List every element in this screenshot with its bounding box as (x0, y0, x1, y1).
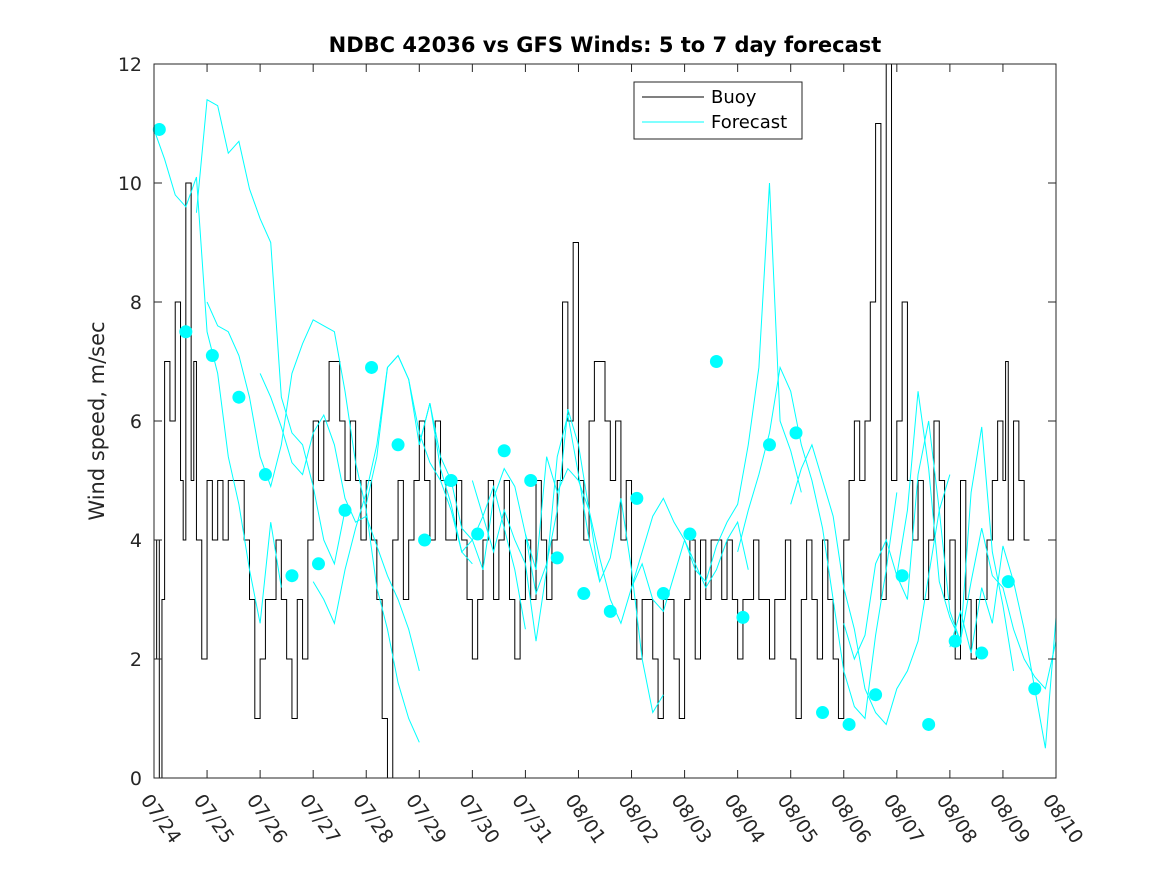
y-tick-label: 8 (130, 292, 142, 314)
y-tick-label: 2 (130, 649, 142, 671)
forecast-line (153, 129, 282, 624)
forecast-marker (577, 587, 591, 601)
y-tick-label: 12 (118, 54, 142, 76)
forecast-marker (789, 426, 803, 440)
forecast-marker (895, 569, 909, 583)
legend-box (633, 81, 803, 140)
forecast-marker (842, 717, 856, 731)
forecast-marker (816, 706, 830, 720)
y-axis: 0 2 4 6 8 10 12 (118, 54, 1056, 790)
forecast-marker (205, 349, 219, 363)
forecast-marker (497, 444, 511, 458)
forecast-marker (1028, 682, 1042, 696)
forecast-line (365, 354, 526, 630)
y-axis-label: Wind speed, m/sec (85, 321, 109, 520)
forecast-marker (285, 569, 299, 583)
chart-title: NDBC 42036 vs GFS Winds: 5 to 7 day fore… (329, 33, 882, 57)
forecast-marker (709, 355, 723, 368)
forecast-markers (152, 122, 1042, 731)
forecast-marker (922, 717, 936, 731)
forecast-line (195, 98, 346, 566)
forecast-line (790, 443, 951, 726)
forecast-marker (418, 533, 432, 547)
y-tick-label: 6 (130, 411, 142, 433)
forecast-marker (630, 491, 644, 505)
forecast-marker (179, 325, 193, 339)
forecast-marker (948, 634, 962, 648)
forecast-line (524, 456, 749, 625)
forecast-marker (338, 503, 352, 517)
forecast-marker (869, 688, 883, 702)
forecast-marker (683, 527, 697, 541)
y-tick-label: 10 (118, 173, 142, 195)
legend: Buoy Forecast (633, 81, 803, 140)
forecast-marker (1001, 575, 1015, 589)
legend-buoy-label: Buoy (711, 87, 757, 108)
forecast-marker (550, 551, 564, 565)
forecast-series (153, 98, 1057, 749)
forecast-marker (471, 527, 485, 541)
forecast-marker (736, 610, 750, 624)
y-tick-label: 4 (130, 530, 142, 552)
forecast-marker (656, 587, 670, 601)
legend-forecast-label: Forecast (711, 112, 787, 133)
forecast-line (843, 420, 1015, 671)
forecast-line (737, 365, 898, 720)
forecast-marker (762, 438, 776, 452)
forecast-marker (603, 604, 617, 618)
forecast-marker (232, 390, 246, 404)
forecast-line (259, 373, 420, 672)
forecast-line (896, 391, 1057, 690)
forecast-line (471, 414, 664, 714)
forecast-marker (391, 438, 405, 452)
forecast-line (631, 182, 802, 613)
plot-area (152, 63, 1057, 779)
forecast-marker (975, 646, 989, 660)
forecast-marker (258, 468, 272, 482)
forecast-line (206, 301, 420, 743)
forecast-marker (524, 474, 538, 487)
forecast-marker (365, 360, 379, 374)
forecast-marker (152, 122, 166, 136)
forecast-line (949, 545, 1057, 749)
forecast-marker (444, 474, 458, 487)
forecast-marker (311, 557, 325, 571)
y-tick-label: 0 (130, 768, 142, 790)
